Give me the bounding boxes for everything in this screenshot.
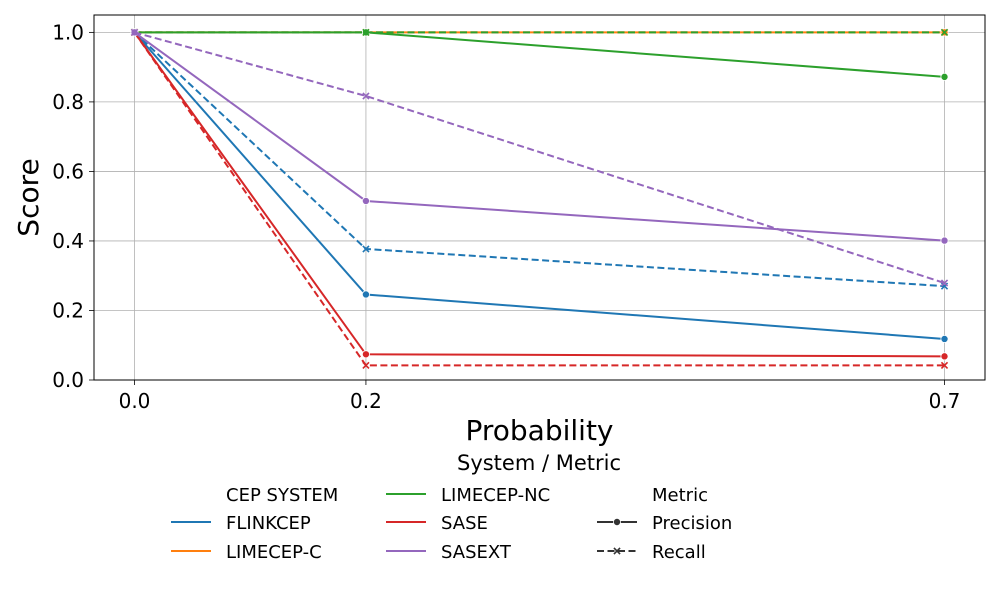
y-tick-label: 1.0 [52, 20, 84, 44]
legend-entry: LIMECEP-NC [386, 485, 550, 506]
legend-label: Recall [652, 542, 706, 563]
x-axis-label: Probability [465, 414, 613, 447]
axis-ticks: 0.0 0.2 0.7 0.0 0.2 0.4 0.6 0.8 1.0 [52, 20, 960, 413]
legend-entry: SASEXT [386, 542, 512, 563]
legend-entry: Recall [597, 542, 706, 563]
legend-label: CEP SYSTEM [226, 485, 338, 506]
precision-point [361, 196, 370, 205]
recall-point [362, 361, 370, 370]
precision-point [940, 352, 949, 361]
precision-point [940, 72, 949, 81]
precision-point [361, 290, 370, 299]
y-tick-label: 0.2 [52, 298, 84, 322]
legend-label: LIMECEP-C [226, 542, 322, 563]
recall-point [940, 361, 949, 370]
precision-point [940, 236, 949, 245]
legend-label: SASEXT [441, 542, 512, 563]
legend-entry: FLINKCEP [171, 513, 311, 534]
y-tick-label: 0.0 [52, 368, 84, 392]
series-line-flinkcep-recall [133, 31, 945, 288]
series-limecep-nc-precision [130, 28, 949, 81]
x-tick-label: 0.0 [119, 389, 151, 413]
series-line-sase-recall [133, 31, 945, 367]
series-flinkcep-precision [130, 28, 949, 343]
y-tick-label: 0.6 [52, 159, 84, 183]
series-line-sasext-recall [134, 31, 945, 284]
legend: System / Metric CEP SYSTEM FLINKCEP LIMECE… [171, 451, 732, 563]
legend-entry: SASE [386, 513, 488, 534]
y-axis-label: Score [12, 158, 45, 236]
recall-point [362, 245, 370, 253]
series-line-flinkcep-precision [133, 31, 945, 340]
recall-point [613, 547, 621, 555]
series-sasext-precision [130, 28, 949, 245]
legend-entry: Metric [652, 485, 708, 506]
legend-title: System / Metric [457, 451, 621, 475]
legend-entry: LIMECEP-C [171, 542, 322, 563]
legend-label: SASE [441, 513, 488, 534]
legend-label: Metric [652, 485, 708, 506]
recall-point [940, 279, 949, 287]
y-tick-label: 0.8 [52, 90, 84, 114]
recall-point [362, 28, 370, 37]
plot-frame [93, 14, 986, 381]
recall-point [940, 28, 949, 37]
recall-point [362, 92, 370, 100]
y-tick-label: 0.4 [52, 229, 84, 253]
legend-entry: Precision [597, 513, 732, 534]
series-layer [130, 28, 949, 370]
series-line-sasext-precision [133, 31, 945, 242]
legend-label: LIMECEP-NC [441, 485, 550, 506]
precision-point [613, 518, 622, 527]
precision-point [940, 334, 949, 343]
legend-label: FLINKCEP [226, 513, 311, 534]
legend-entry: CEP SYSTEM [226, 485, 338, 506]
series-line-limecep-nc-precision [134, 31, 945, 78]
series-limecep-nc-recall [130, 28, 949, 37]
recall-point [130, 28, 139, 37]
series-sasext-recall [130, 28, 949, 287]
legend-label: Precision [652, 513, 732, 534]
precision-point [361, 350, 370, 359]
x-tick-label: 0.7 [929, 389, 961, 413]
x-tick-label: 0.2 [350, 389, 382, 413]
